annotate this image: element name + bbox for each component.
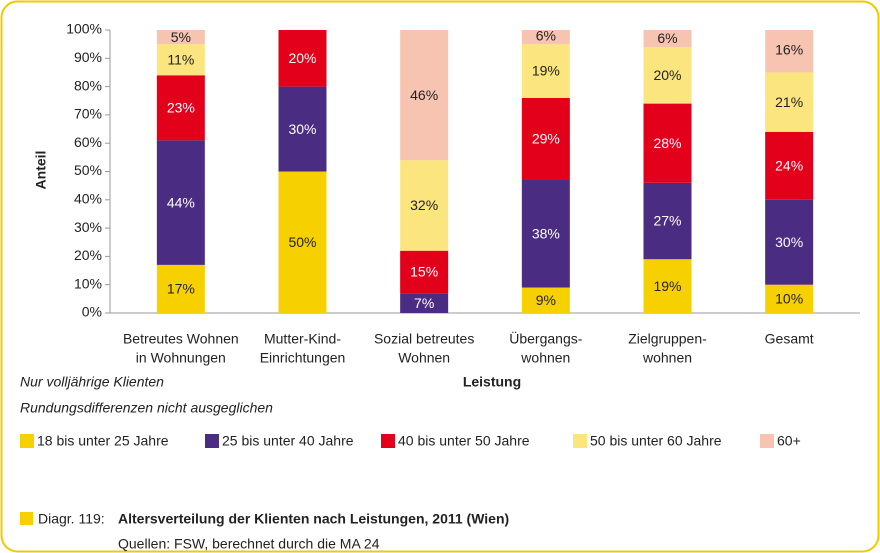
data-label: 38% [532,225,560,241]
bar-segment [643,46,692,104]
data-label: 44% [167,194,195,210]
y-tick-label: 90% [74,49,102,65]
data-label: 9% [536,292,556,308]
y-tick-label: 100% [66,21,102,37]
data-label: 24% [775,158,803,174]
note: Nur volljährige Klienten [20,374,164,390]
legend-label: 18 bis unter 25 Jahre [37,433,169,449]
data-label: 30% [775,234,803,250]
figure-title: Altersverteilung der Klienten nach Leist… [118,511,509,527]
x-tick-label: Betreutes Wohnen [123,331,239,347]
data-label: 20% [288,50,316,66]
bar-segment [521,179,570,288]
data-label: 6% [536,27,556,43]
legend-swatch [381,434,395,448]
bar-segment [156,264,205,313]
y-tick-label: 70% [74,106,102,122]
legend-label: 25 bis unter 40 Jahre [222,433,354,449]
bar-segment [521,44,570,98]
data-label: 32% [410,197,438,213]
bar-segment [156,44,205,76]
legend-swatch [205,434,219,448]
y-tick-label: 40% [74,191,102,207]
legend-label: 60+ [777,433,801,449]
bar-segment [278,30,327,87]
figure-source: Quellen: FSW, berechnet durch die MA 24 [118,536,380,552]
bar-segment [521,97,570,180]
bar-segment [400,250,449,294]
y-tick-label: 60% [74,134,102,150]
data-label: 21% [775,94,803,110]
legend-label: 40 bis unter 50 Jahre [398,433,530,449]
bar-segment [278,86,327,172]
legend-swatch [20,434,34,448]
bar-segment [765,199,814,285]
bar-segment [400,160,449,251]
data-label: 7% [414,295,434,311]
y-axis-title: Anteil [33,151,49,190]
data-label: 15% [410,264,438,280]
x-tick-label: Gesamt [765,331,814,347]
bar-segment [765,284,814,313]
legend-swatch [573,434,587,448]
data-label: 11% [167,51,194,67]
x-tick-label: Sozial betreutes [374,331,474,347]
data-label: 27% [653,213,681,229]
data-label: 16% [775,42,803,58]
x-axis-title: Leistung [463,374,521,390]
x-tick-label: in Wohnungen [136,350,226,366]
bar-segment [278,171,327,313]
bar-segment [765,30,814,73]
bar-segment [400,30,449,161]
bar-segment [156,140,205,265]
x-tick-label: Einrichtungen [260,350,346,366]
bar-segment [765,131,814,200]
bar-segment [643,259,692,313]
data-label: 20% [653,67,681,83]
data-label: 28% [653,135,681,151]
plot-area [156,30,814,313]
data-label: 10% [775,291,803,307]
y-tick-label: 50% [74,162,102,178]
x-tick-label: wohnen [642,350,692,366]
bar-segment [400,293,449,313]
bar-segment [156,75,205,141]
data-label: 46% [410,87,438,103]
x-tick-label: Zielgruppen- [628,331,707,347]
y-tick-label: 30% [74,219,102,235]
bar-segment [156,30,205,45]
footer-icon [20,512,33,525]
data-label: 23% [167,100,195,116]
y-tick-label: 80% [74,77,102,93]
data-label: 17% [167,281,195,297]
data-label: 6% [657,30,677,46]
y-tick-label: 0% [82,304,102,320]
bar-segment [521,30,570,45]
x-tick-label: Mutter-Kind- [264,331,341,347]
bar-segment [643,182,692,260]
data-label: 19% [532,63,560,79]
bar-segment [521,287,570,313]
legend-label: 50 bis unter 60 Jahre [590,433,722,449]
y-tick-label: 10% [74,275,102,291]
data-label: 29% [532,131,560,147]
x-tick-label: Wohnen [398,350,450,366]
x-tick-label: Übergangs- [509,330,582,347]
data-label: 50% [288,234,316,250]
figure-label: Diagr. 119: [38,511,105,527]
y-tick-label: 20% [74,247,102,263]
bar-segment [643,103,692,183]
data-label: 5% [171,29,191,45]
note: Rundungsdifferenzen nicht ausgeglichen [20,400,273,416]
data-label: 30% [288,121,316,137]
legend-swatch [760,434,774,448]
data-label: 19% [653,278,681,294]
bar-segment [765,72,814,132]
bar-segment [643,30,692,47]
x-tick-label: wohnen [520,350,570,366]
